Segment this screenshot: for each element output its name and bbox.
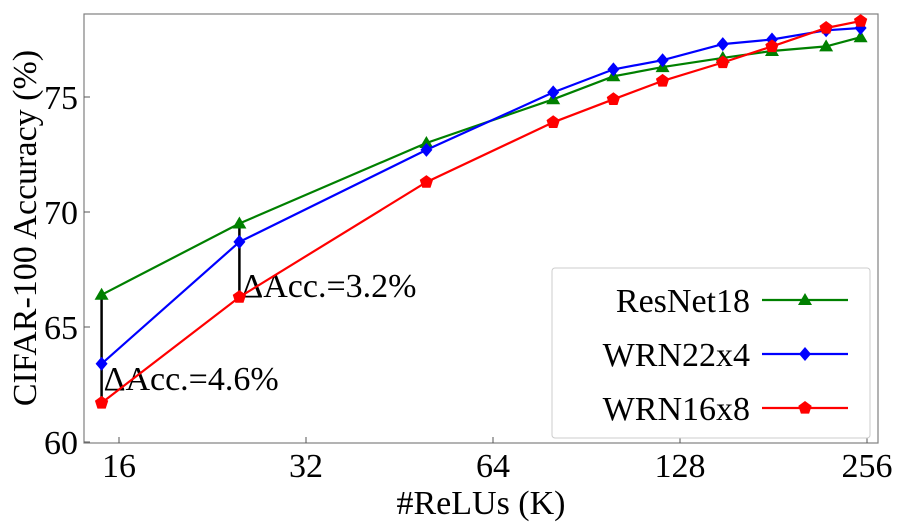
- series-line: [100, 26, 861, 365]
- delta-annotation: ΔAcc.=3.2%: [241, 268, 416, 305]
- legend-label: WRN16x8: [603, 391, 750, 428]
- triangle-marker: [419, 136, 434, 148]
- diamond-marker: [607, 62, 620, 77]
- pentagon-marker: [655, 73, 670, 87]
- series-resnet18: [94, 30, 868, 300]
- diamond-marker: [547, 85, 560, 100]
- plot-frame: [83, 13, 879, 444]
- x-tick-label: 32: [289, 448, 323, 485]
- y-tick-label: 60: [44, 425, 78, 462]
- x-tick-label: 128: [655, 448, 706, 485]
- y-tick-label: 70: [44, 195, 78, 232]
- pentagon-marker: [853, 14, 868, 27]
- pentagon-marker: [232, 290, 247, 303]
- triangle-marker: [853, 30, 868, 43]
- triangle-marker: [232, 216, 247, 229]
- pentagon-marker: [798, 401, 812, 414]
- legend-label: ResNet18: [616, 283, 750, 320]
- y-axis-label: CIFAR-100 Accuracy (%): [7, 50, 44, 406]
- x-tick-label: 256: [842, 448, 893, 485]
- diamond-marker: [799, 347, 811, 361]
- diamond-marker: [95, 356, 108, 371]
- x-tick-label: 16: [102, 448, 136, 485]
- pentagon-marker: [716, 55, 730, 69]
- triangle-marker: [819, 39, 834, 52]
- x-tick-label: 64: [476, 448, 510, 485]
- diamond-marker: [716, 37, 729, 52]
- series-line: [100, 20, 861, 404]
- delta-annotation: ΔAcc.=4.6%: [104, 361, 279, 398]
- diamond-marker: [656, 53, 669, 68]
- pentagon-marker: [819, 21, 833, 34]
- pentagon-marker: [546, 115, 560, 128]
- legend: ResNet18 WRN22x4 WRN16x8: [551, 267, 871, 439]
- pentagon-marker: [94, 395, 109, 409]
- triangle-marker: [94, 287, 109, 300]
- series-wrn16x8: [94, 14, 868, 409]
- y-tick-label: 75: [44, 80, 78, 117]
- pentagon-marker: [419, 175, 434, 188]
- x-axis-label: #ReLUs (K): [396, 485, 565, 522]
- y-tick-label: 65: [44, 310, 78, 347]
- pentagon-marker: [765, 39, 779, 53]
- legend-box: [551, 267, 871, 439]
- diamond-marker: [420, 142, 433, 157]
- pentagon-marker: [606, 92, 621, 105]
- diamond-marker: [233, 234, 246, 249]
- series-line: [101, 36, 861, 296]
- triangle-marker: [798, 293, 812, 305]
- legend-label: WRN22x4: [603, 337, 750, 374]
